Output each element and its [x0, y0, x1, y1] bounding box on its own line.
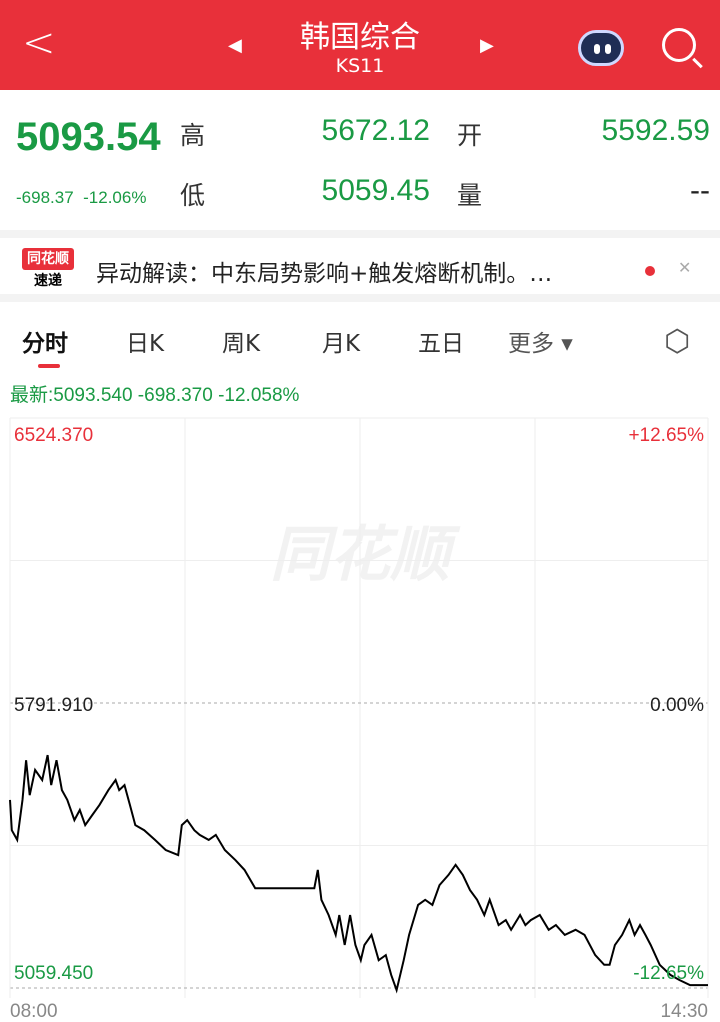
logo-top: 同花顺 — [22, 248, 74, 270]
y-top-label: 6524.370 — [14, 425, 93, 446]
tab-weekly-k[interactable]: 周K — [222, 331, 261, 357]
volume-label: 量 — [457, 181, 483, 210]
triangle-right-icon[interactable]: ▶ — [480, 35, 494, 56]
search-icon[interactable] — [662, 28, 696, 62]
x-start-label: 08:00 — [10, 1001, 58, 1022]
active-tab-indicator — [38, 364, 60, 368]
tab-five-day[interactable]: 五日 — [418, 331, 464, 357]
pct-mid-label: 0.00% — [650, 695, 704, 716]
tab-more[interactable]: 更多 ▾ — [508, 331, 573, 357]
price-line — [9, 754, 708, 994]
change-value: -698.37 — [16, 188, 74, 207]
chart-tabs: 分时 日K 周K 月K 五日 更多 ▾ ⬡ — [0, 310, 720, 372]
close-icon[interactable]: ✕ — [678, 258, 692, 277]
latest-readout: 最新:5093.540 -698.370 -12.058% — [10, 385, 300, 406]
tab-monthly-k[interactable]: 月K — [322, 331, 361, 357]
header: < ◀ 韩国综合 KS11 ▶ — [0, 0, 720, 90]
pct-top-label: +12.65% — [628, 425, 704, 446]
open-value: 5592.59 — [601, 114, 710, 147]
x-end-label: 14:30 — [660, 1001, 708, 1022]
hexagon-settings-icon[interactable]: ⬡ — [664, 324, 691, 359]
y-mid-label: 5791.910 — [14, 695, 93, 716]
pct-bottom-label: -12.65% — [633, 963, 704, 984]
high-value: 5672.12 — [321, 114, 430, 147]
price-change: -698.37 -12.06% — [16, 188, 146, 208]
triangle-left-icon[interactable]: ◀ — [228, 35, 242, 56]
news-text[interactable]: 异动解读：中东局势影响+触发熔断机制。… — [96, 261, 553, 287]
unread-dot-icon — [645, 266, 655, 276]
high-label: 高 — [180, 121, 206, 150]
low-label: 低 — [180, 181, 206, 210]
current-price: 5093.54 — [16, 115, 161, 159]
y-bottom-label: 5059.450 — [14, 963, 93, 984]
change-pct: -12.06% — [83, 188, 147, 207]
page-title: 韩国综合 — [300, 20, 420, 55]
tab-intraday[interactable]: 分时 — [22, 331, 68, 357]
news-banner[interactable]: 同花顺速递 异动解读：中东局势影响+触发熔断机制。… ✕ — [0, 230, 720, 302]
volume-value: -- — [690, 174, 710, 207]
stock-code: KS11 — [335, 55, 385, 77]
watermark: 同花顺 — [270, 520, 461, 590]
intraday-chart[interactable]: 同花顺 6524.370 +12.65% 5791.910 0.00% 5059… — [0, 405, 720, 1022]
logo-bottom: 速递 — [34, 273, 62, 289]
news-logo: 同花顺 速递 — [22, 248, 74, 294]
robot-icon[interactable] — [578, 30, 624, 66]
chevron-left-icon[interactable]: < — [22, 20, 56, 66]
tab-daily-k[interactable]: 日K — [126, 331, 165, 357]
low-value: 5059.45 — [321, 174, 430, 207]
open-label: 开 — [457, 121, 483, 150]
